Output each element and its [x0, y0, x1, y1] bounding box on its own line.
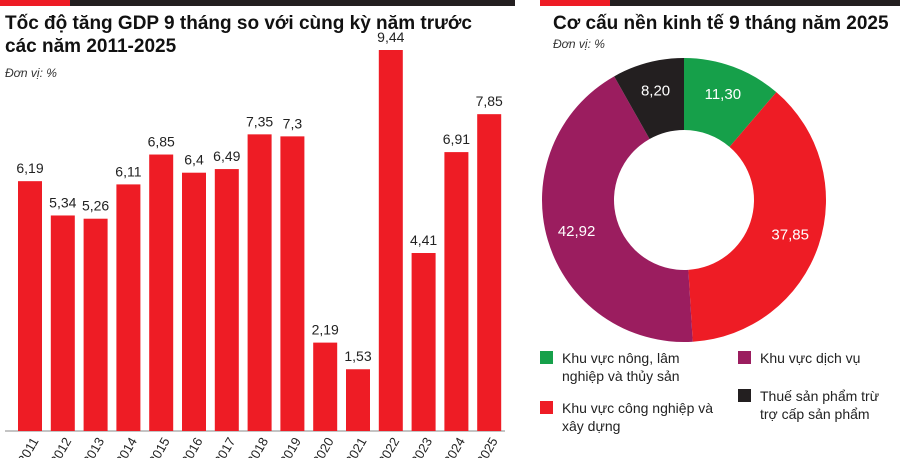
- donut-segment: [684, 58, 777, 147]
- x-tick-label: 2019: [277, 435, 304, 458]
- value-label: 6,4: [184, 152, 204, 168]
- value-label: 1,53: [344, 348, 371, 364]
- value-label: 7,3: [283, 115, 303, 131]
- value-label: 4,41: [410, 232, 437, 248]
- donut-segment: [542, 76, 693, 342]
- legend-swatch: [540, 351, 553, 364]
- chart-title: Tốc độ tăng GDP 9 tháng so với cùng kỳ n…: [5, 13, 472, 57]
- value-label: 5,34: [49, 194, 76, 210]
- legend-label: Khu vực nông, lâm nghiệp và thủy sản: [562, 350, 680, 384]
- bar: [313, 342, 338, 431]
- value-label: 11,30: [705, 86, 741, 103]
- bar: [247, 134, 272, 431]
- value-label: 7,35: [246, 113, 273, 129]
- bar: [477, 114, 502, 431]
- x-tick-label: 2014: [113, 435, 140, 458]
- bar: [149, 154, 174, 431]
- value-label: 2,19: [312, 322, 339, 338]
- x-tick-label: 2017: [211, 435, 238, 458]
- value-label: 42,92: [558, 223, 596, 240]
- bar: [18, 181, 42, 431]
- unit-label: Đơn vị: %: [5, 66, 57, 80]
- x-tick-label: 2015: [145, 435, 172, 458]
- chart-title: Cơ cấu nền kinh tế 9 tháng năm 2025: [553, 13, 889, 34]
- x-tick-label: 2018: [244, 435, 271, 458]
- x-tick-label: 2022: [375, 435, 402, 458]
- bar: [444, 152, 469, 432]
- donut-segment: [688, 92, 826, 342]
- header-stripe: [0, 0, 70, 6]
- legend-swatch: [738, 389, 751, 402]
- x-tick-label: 2021: [342, 435, 369, 458]
- bar: [182, 172, 206, 431]
- header-stripe: [610, 0, 900, 6]
- value-label: 8,20: [641, 83, 670, 100]
- bar: [116, 184, 141, 431]
- value-label: 5,26: [82, 198, 109, 214]
- legend-label: Khu vực dịch vụ: [760, 350, 861, 366]
- value-label: 7,85: [476, 93, 503, 109]
- value-label: 37,85: [771, 227, 809, 244]
- x-tick-label: 2023: [408, 435, 435, 458]
- x-tick-label: 2011: [15, 435, 42, 458]
- donut-segment: [614, 58, 684, 140]
- x-tick-label: 2016: [178, 435, 205, 458]
- value-label: 9,44: [377, 29, 404, 45]
- legend-swatch: [738, 351, 751, 364]
- bar: [346, 369, 370, 431]
- bar: [50, 215, 75, 431]
- unit-label: Đơn vị: %: [553, 37, 605, 51]
- legend-label: Khu vực công nghiệp và xây dựng: [562, 400, 714, 434]
- x-tick-label: 2025: [473, 435, 500, 458]
- x-tick-label: 2012: [47, 435, 74, 458]
- x-tick-label: 2024: [441, 435, 468, 458]
- value-label: 6,49: [213, 148, 240, 164]
- bar: [280, 136, 305, 431]
- header-stripe: [540, 0, 610, 6]
- value-label: 6,19: [16, 160, 43, 176]
- header-stripe: [70, 0, 515, 6]
- legend-label: Thuế sản phẩm trừ trợ cấp sản phẩm: [760, 388, 880, 422]
- bar: [378, 50, 403, 431]
- legend-swatch: [540, 401, 553, 414]
- bar: [214, 169, 239, 431]
- x-tick-label: 2020: [309, 435, 336, 458]
- bar: [411, 253, 436, 431]
- x-tick-label: 2013: [80, 435, 107, 458]
- value-label: 6,91: [443, 131, 470, 147]
- bar: [83, 218, 108, 431]
- value-label: 6,85: [148, 134, 175, 150]
- value-label: 6,11: [115, 163, 141, 179]
